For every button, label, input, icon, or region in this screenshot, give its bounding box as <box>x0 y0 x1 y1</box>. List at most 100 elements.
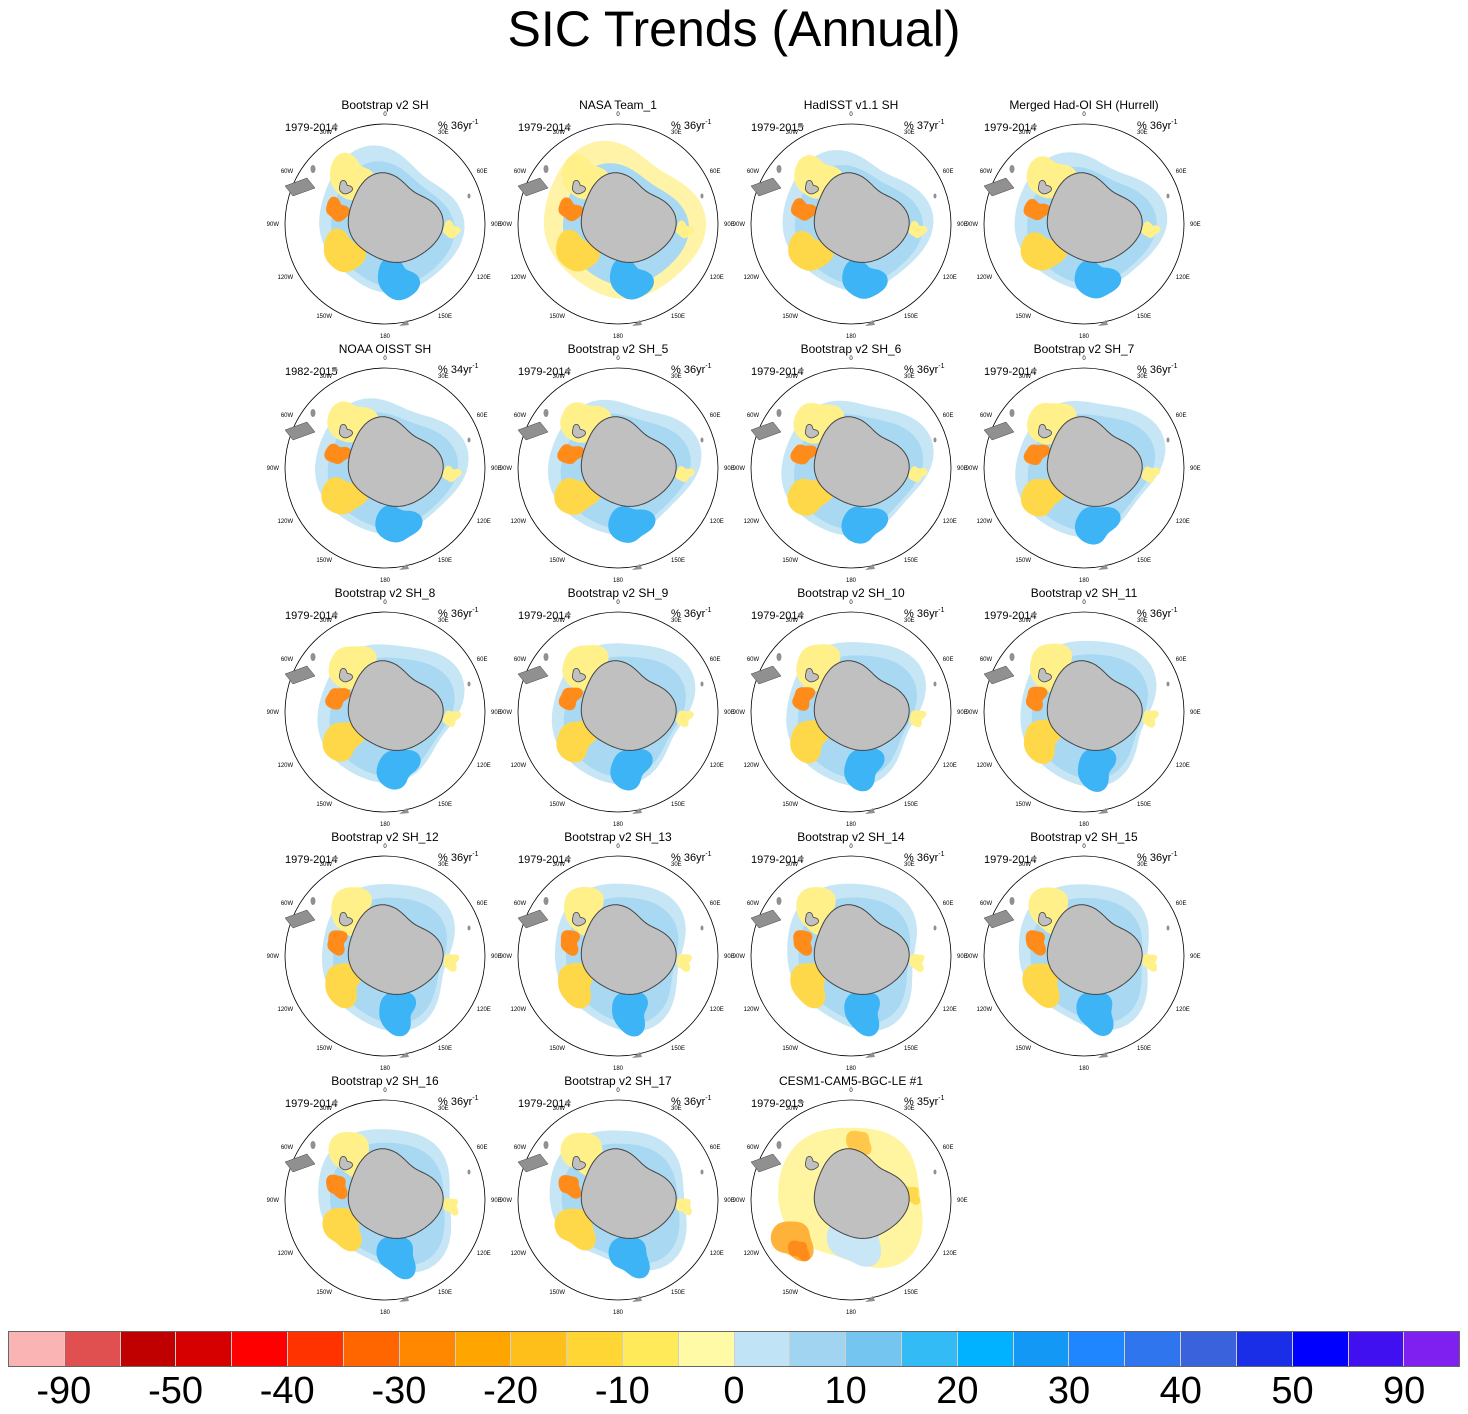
sea-ice-strong-negative <box>326 1174 348 1200</box>
new-zealand-landmass <box>399 808 409 814</box>
longitude-label: 120W <box>744 519 760 525</box>
island-landmass <box>310 165 316 173</box>
new-zealand-landmass <box>865 1052 875 1058</box>
longitude-label: 90W <box>267 710 280 716</box>
longitude-label: 180 <box>380 1066 391 1072</box>
longitude-label: 60E <box>710 413 721 419</box>
sea-ice-negative <box>1142 710 1159 728</box>
longitude-label: 30W <box>553 862 566 868</box>
sea-ice-strong-negative <box>790 444 818 465</box>
longitude-label: 30W <box>320 618 333 624</box>
panel-units-exponent: -1 <box>705 851 711 858</box>
longitude-label: 90E <box>491 954 502 960</box>
longitude-label: 90E <box>724 1198 735 1204</box>
island-landmass <box>332 856 338 860</box>
panel-units: % 36yr-1 <box>904 851 945 864</box>
panel-units-exponent: -1 <box>938 851 944 858</box>
longitude-label: 60E <box>1176 901 1187 907</box>
longitude-label: 90E <box>724 954 735 960</box>
longitude-label: 60W <box>281 901 294 907</box>
longitude-label: 0 <box>1082 356 1086 362</box>
longitude-label: 150W <box>782 1290 798 1296</box>
longitude-label: 60W <box>514 1145 527 1151</box>
longitude-label: 90E <box>724 222 735 228</box>
south-america-landmass <box>284 421 316 441</box>
antarctic-peninsula <box>1038 424 1052 439</box>
longitude-label: 180 <box>380 334 391 340</box>
island-landmass <box>776 409 782 417</box>
colorbar-tick-label: -10 <box>594 1370 650 1412</box>
sea-ice-strong-negative <box>1023 198 1051 221</box>
antarctica-landmass <box>347 904 444 995</box>
longitude-label: 90E <box>957 1198 968 1204</box>
island-landmass <box>543 1141 549 1149</box>
longitude-label: 150E <box>438 314 452 320</box>
panel-units: % 36yr-1 <box>671 1095 712 1108</box>
longitude-label: 30W <box>786 618 799 624</box>
colorbar-tick-label: -30 <box>371 1370 427 1412</box>
new-zealand-landmass <box>865 320 875 326</box>
longitude-label: 60W <box>980 169 993 175</box>
sea-ice-negative <box>558 963 594 1009</box>
island-landmass <box>933 925 937 931</box>
panel-units: % 36yr-1 <box>1137 119 1178 132</box>
sea-ice-negative <box>675 466 695 483</box>
antarctica-landmass <box>347 660 444 751</box>
longitude-label: 60W <box>747 901 760 907</box>
colorbar-swatch <box>734 1332 791 1366</box>
colorbar <box>8 1331 1460 1367</box>
south-america-landmass <box>983 177 1015 197</box>
panel-period: 1979-2014 <box>984 854 1037 866</box>
longitude-label: 120E <box>943 275 957 281</box>
longitude-label: 60E <box>710 901 721 907</box>
panel-period: 1979-2014 <box>518 610 571 622</box>
longitude-label: 150E <box>671 314 685 320</box>
longitude-label: 120W <box>511 763 527 769</box>
sea-ice-strong-negative <box>558 687 583 711</box>
panel-title: Bootstrap v2 SH_10 <box>797 586 905 600</box>
longitude-label: 90W <box>733 466 746 472</box>
panel-period: 1979-2014 <box>285 610 338 622</box>
panel-period: 1979-2014 <box>518 122 571 134</box>
colorbar-tick-label: -40 <box>259 1370 315 1412</box>
sea-ice-negative <box>790 963 826 1009</box>
panel-title: NOAA OISST SH <box>339 342 431 356</box>
longitude-label: 60W <box>514 413 527 419</box>
panel-11: Bootstrap v2 SH_10 1979-2014 % 36yr-1 0 30E 6… <box>733 586 968 828</box>
longitude-label: 120E <box>477 275 491 281</box>
antarctic-peninsula <box>339 1156 353 1171</box>
panel-2: NASA Team_1 1979-2014 % 36yr-1 0 30E 60E 90E 12… <box>500 98 735 340</box>
new-zealand-landmass <box>865 1296 875 1302</box>
panel-9: Bootstrap v2 SH_8 1979-2014 % 36yr-1 0 30E 60… <box>267 586 502 828</box>
longitude-label: 90W <box>500 1198 513 1204</box>
antarctic-peninsula <box>805 1156 819 1171</box>
panel-units-exponent: -1 <box>472 1095 478 1102</box>
longitude-label: 0 <box>1082 844 1086 850</box>
longitude-label: 120W <box>278 1251 294 1257</box>
longitude-label: 0 <box>1082 112 1086 118</box>
colorbar-tick-label: 30 <box>1047 1370 1091 1412</box>
panel-units: % 36yr-1 <box>438 851 479 864</box>
island-landmass <box>1009 409 1015 417</box>
antarctica-landmass <box>347 1148 444 1239</box>
sea-ice-negative <box>556 720 599 763</box>
longitude-label: 60E <box>477 413 488 419</box>
chart-title: SIC Trends (Annual) <box>507 1 961 57</box>
panel-period: 1982-2015 <box>285 366 338 378</box>
island-landmass <box>933 193 937 199</box>
panel-period: 1979-2014 <box>285 122 338 134</box>
south-america-landmass <box>517 1153 549 1173</box>
panel-units-exponent: -1 <box>938 363 944 370</box>
longitude-label: 90W <box>267 466 280 472</box>
longitude-label: 30E <box>904 618 915 624</box>
longitude-label: 90E <box>724 466 735 472</box>
colorbar-swatch <box>622 1332 679 1366</box>
panel-period: 1979-2014 <box>285 854 338 866</box>
antarctica-landmass <box>580 660 677 751</box>
panel-units: % 36yr-1 <box>1137 607 1178 620</box>
panel-title: NASA Team_1 <box>579 98 657 112</box>
sea-ice-negative <box>1141 466 1161 483</box>
antarctica-landmass <box>580 904 677 995</box>
longitude-label: 150W <box>782 558 798 564</box>
longitude-label: 0 <box>616 112 620 118</box>
